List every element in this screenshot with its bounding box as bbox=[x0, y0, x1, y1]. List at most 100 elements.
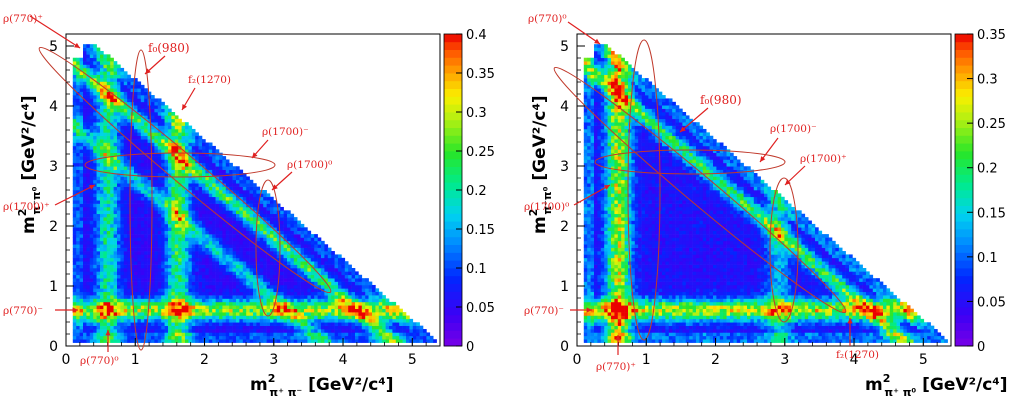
y-axis-title-sub: π⁻π⁰ bbox=[30, 186, 43, 214]
resonance-annotation: ρ(770)⁺ bbox=[3, 13, 43, 25]
colorbar-tick-label: 0.35 bbox=[977, 28, 1006, 43]
resonance-band-ellipse bbox=[553, 66, 847, 314]
colorbar-step bbox=[444, 236, 462, 245]
colorbar-tick-label: 0.4 bbox=[466, 28, 487, 43]
colorbar-step bbox=[444, 158, 462, 167]
y-tick-label: 0 bbox=[49, 339, 58, 355]
colorbar-step bbox=[955, 166, 973, 175]
colorbar-step bbox=[955, 283, 973, 292]
y-tick-label: 2 bbox=[560, 219, 569, 235]
x-axis-title: m2 π⁺ π⁰ [GeV²/c⁴] bbox=[865, 372, 1008, 399]
resonance-annotation: ρ(1700)⁺ bbox=[800, 153, 847, 165]
colorbar-step bbox=[444, 65, 462, 74]
resonance-annotation: ρ(770)⁻ bbox=[3, 305, 43, 317]
resonance-annotation: f₂(1270) bbox=[836, 349, 879, 361]
colorbar: 0 0.05 0.1 0.15 0.2 0.25 0.3 0.35 bbox=[954, 28, 1006, 355]
colorbar-tick-label: 0.2 bbox=[977, 162, 998, 177]
resonance-annotation: ρ(770)⁰ bbox=[528, 13, 567, 25]
colorbar-step bbox=[444, 244, 462, 253]
colorbar-step bbox=[444, 104, 462, 113]
colorbar-step bbox=[444, 260, 462, 269]
y-axis-title-sup: 2 bbox=[16, 209, 29, 217]
colorbar-tick-label: 0.05 bbox=[466, 301, 495, 316]
annotation-arrowhead bbox=[182, 104, 187, 110]
colorbar-tick-label: 0.1 bbox=[466, 262, 487, 277]
colorbar-step bbox=[955, 119, 973, 128]
colorbar-step bbox=[955, 330, 973, 339]
colorbar-step bbox=[444, 174, 462, 183]
y-axis-title-sup: 2 bbox=[527, 209, 540, 217]
colorbar-step bbox=[444, 96, 462, 105]
colorbar-step bbox=[444, 166, 462, 175]
resonance-annotation: ρ(1700)⁰ bbox=[287, 159, 332, 171]
colorbar-step bbox=[955, 252, 973, 261]
x-tick-label: 4 bbox=[850, 352, 859, 368]
resonance-annotation: f₀(980) bbox=[700, 93, 742, 107]
colorbar-step bbox=[955, 65, 973, 74]
annotation-arrow bbox=[567, 21, 601, 45]
annotation-arrow bbox=[54, 184, 96, 206]
resonance-annotation: f₀(980) bbox=[148, 41, 190, 55]
resonance-annotation: ρ(770)⁻ bbox=[524, 305, 564, 317]
annotation-arrowhead bbox=[105, 330, 111, 336]
colorbar-step bbox=[444, 57, 462, 66]
annotation-arrowhead bbox=[785, 179, 791, 185]
x-tick-label: 0 bbox=[573, 352, 582, 368]
colorbar-step bbox=[955, 174, 973, 183]
colorbar-step bbox=[955, 57, 973, 66]
colorbar-step bbox=[955, 73, 973, 82]
colorbar-step bbox=[444, 229, 462, 238]
resonance-annotation: ρ(1700)⁻ bbox=[770, 123, 817, 135]
colorbar-step bbox=[444, 34, 462, 43]
y-tick-label: 2 bbox=[49, 219, 58, 235]
x-tick-label: 2 bbox=[711, 352, 720, 368]
colorbar-step bbox=[444, 322, 462, 331]
resonance-band-ellipse bbox=[627, 39, 661, 341]
x-axis-title-unit: [GeV²/c⁴] bbox=[302, 375, 393, 395]
colorbar-step bbox=[444, 190, 462, 199]
colorbar-step bbox=[955, 127, 973, 136]
colorbar-step bbox=[955, 338, 973, 347]
y-tick-label: 4 bbox=[560, 99, 569, 115]
colorbar-step bbox=[955, 104, 973, 113]
annotation-arrowhead bbox=[72, 307, 78, 313]
y-axis-title-m: m bbox=[19, 216, 39, 234]
y-tick-label: 0 bbox=[560, 339, 569, 355]
colorbar-step bbox=[444, 41, 462, 50]
y-axis-title-group: m2π⁻π⁰ [GeV²/c⁴] bbox=[527, 95, 554, 234]
colorbar-step bbox=[955, 41, 973, 50]
colorbar-step bbox=[444, 314, 462, 323]
annotation-arrowhead bbox=[604, 185, 610, 190]
annotation-arrowhead bbox=[252, 152, 258, 158]
annotation-arrowhead bbox=[615, 335, 621, 341]
colorbar-step bbox=[444, 119, 462, 128]
x-tick-label: 4 bbox=[339, 352, 348, 368]
colorbar-tick-label: 0.05 bbox=[977, 295, 1006, 310]
colorbar-step bbox=[955, 275, 973, 284]
resonance-annotation: ρ(770)⁰ bbox=[80, 355, 119, 367]
x-tick-label: 3 bbox=[780, 352, 789, 368]
annotation-arrowhead bbox=[847, 318, 853, 324]
heatmap-cells bbox=[583, 44, 948, 343]
x-axis-title-sub: π⁺ π⁰ bbox=[884, 386, 916, 399]
x-tick-label: 5 bbox=[408, 352, 417, 368]
colorbar-step bbox=[444, 307, 462, 316]
colorbar-step bbox=[444, 275, 462, 284]
colorbar-step bbox=[955, 322, 973, 331]
colorbar-step bbox=[955, 80, 973, 89]
resonance-annotation: f₂(1270) bbox=[188, 74, 231, 86]
y-axis-title-m: m bbox=[530, 216, 550, 234]
x-tick-label: 2 bbox=[200, 352, 209, 368]
colorbar-step bbox=[955, 299, 973, 308]
x-tick-label: 1 bbox=[642, 352, 651, 368]
colorbar-frame bbox=[954, 33, 974, 347]
y-tick-label: 1 bbox=[49, 279, 58, 295]
y-axis-title-unit: [GeV²/c⁴] bbox=[19, 95, 39, 186]
x-axis-title-sub: π⁺ π⁻ bbox=[269, 386, 302, 399]
colorbar-step bbox=[955, 34, 973, 43]
heatmap-cells bbox=[72, 44, 437, 343]
x-tick-label: 0 bbox=[62, 352, 71, 368]
colorbar-step bbox=[444, 197, 462, 206]
colorbar-step bbox=[955, 221, 973, 230]
